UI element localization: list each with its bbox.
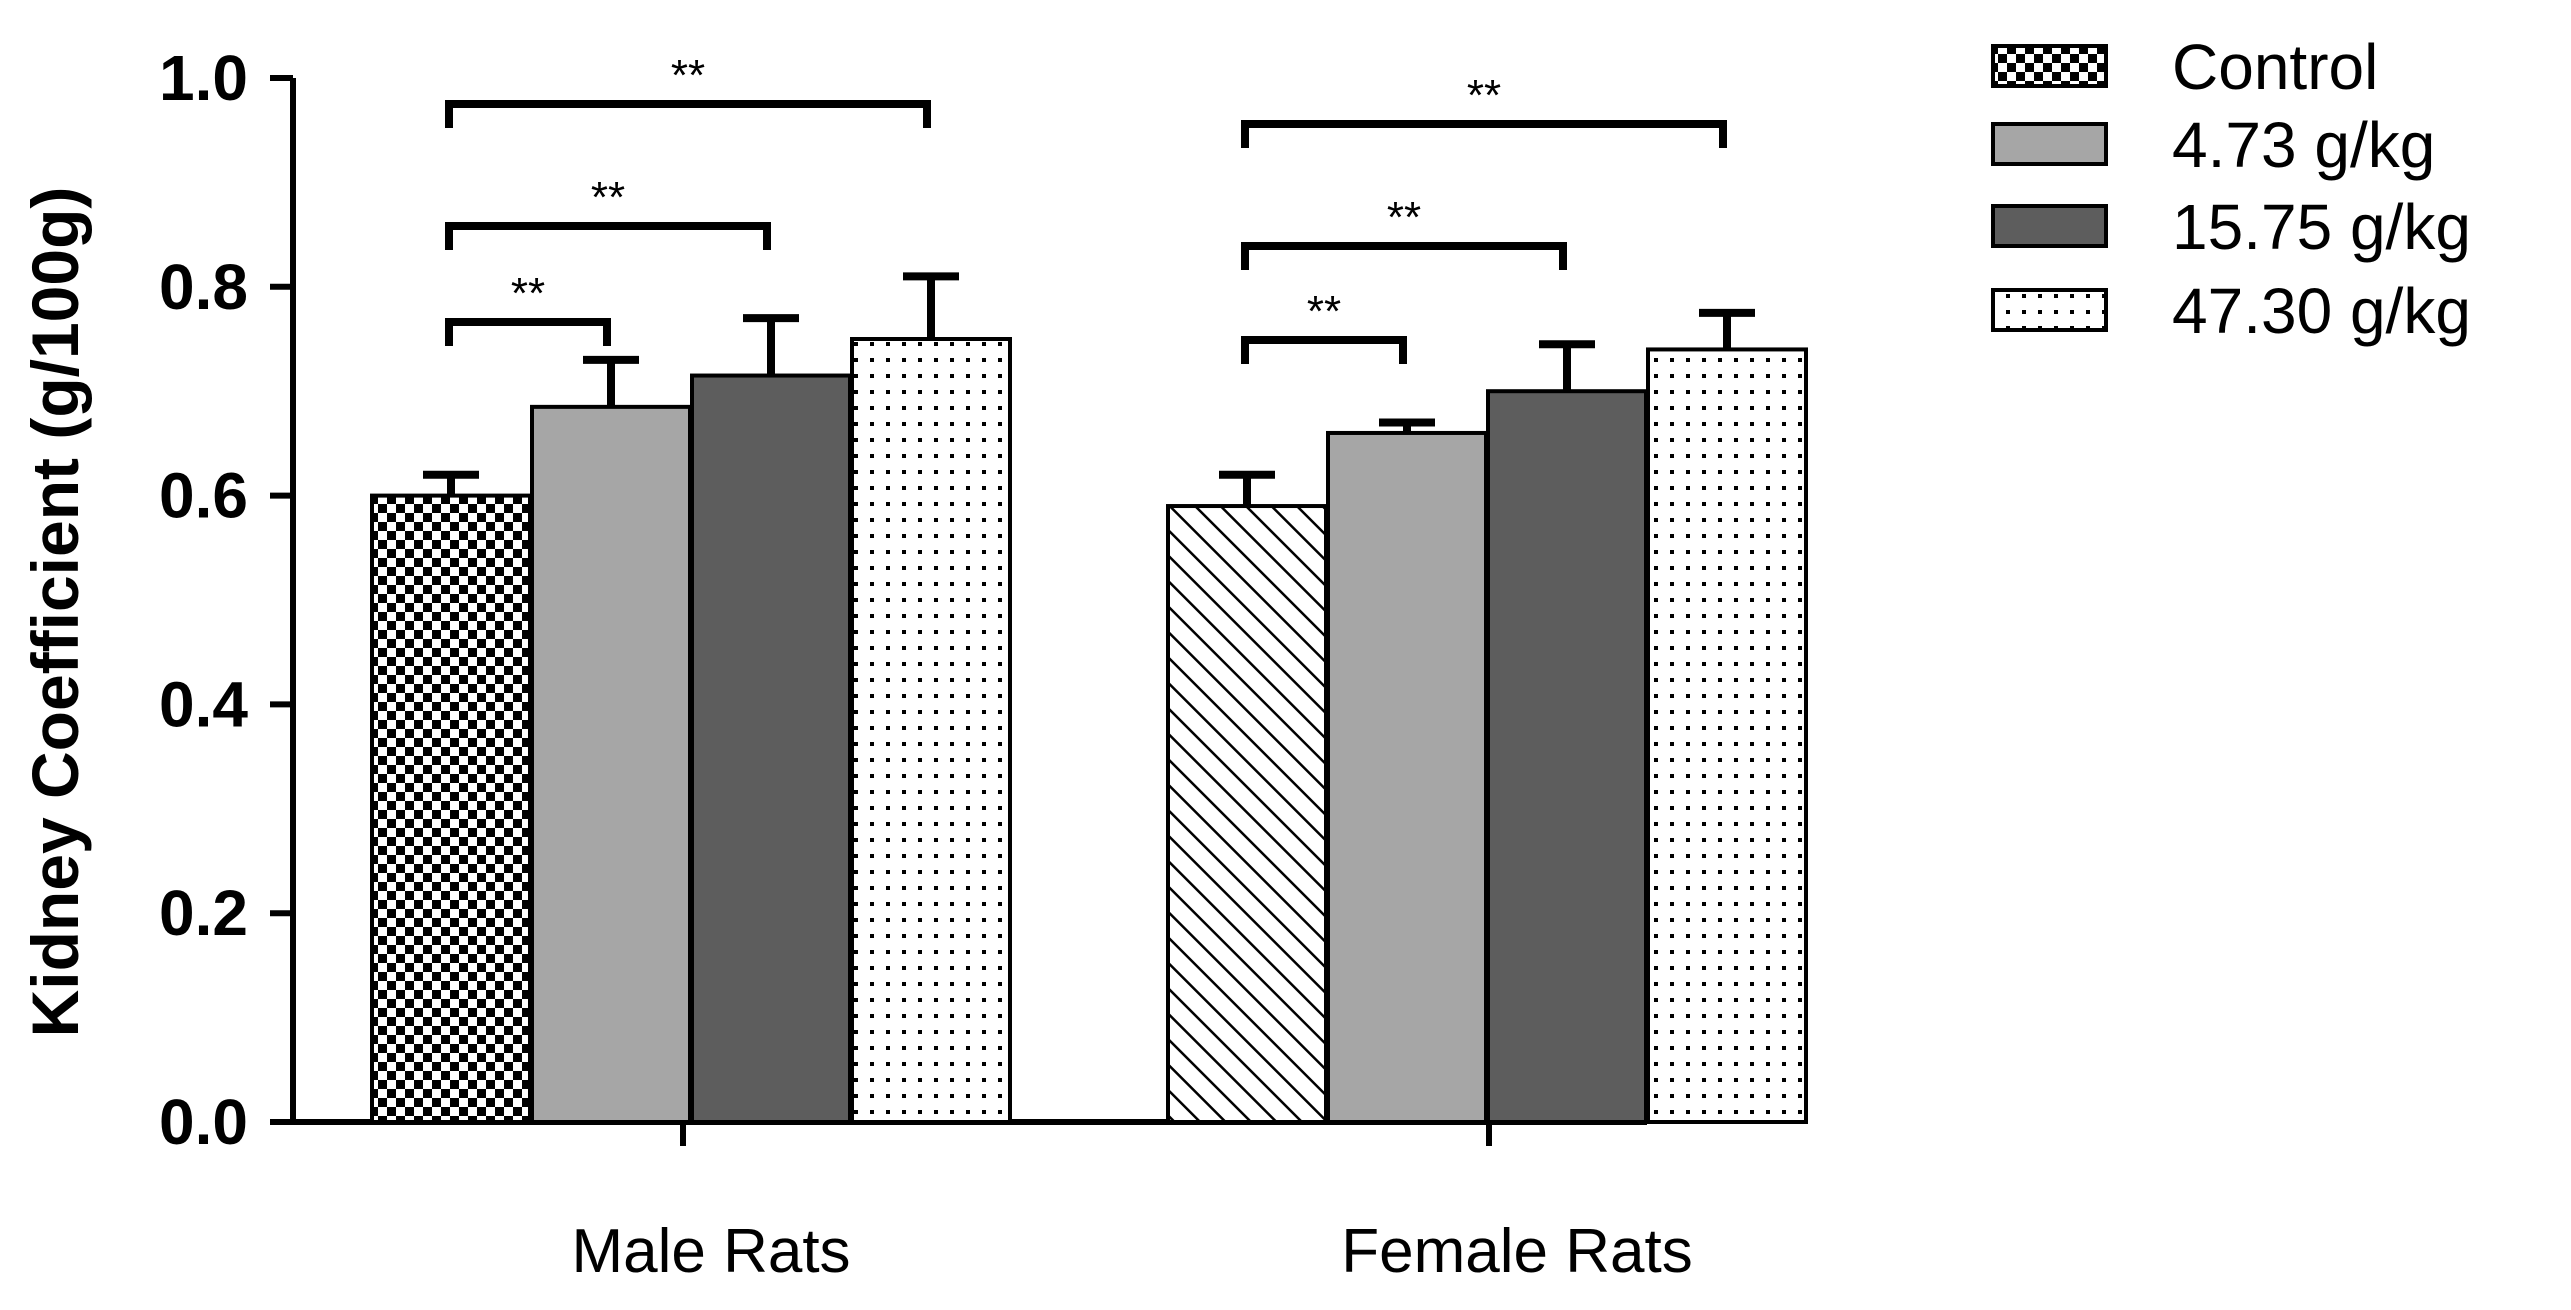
significance-bracket [1241, 242, 1567, 270]
y-ticks: 0.0 0.2 0.4 0.6 0.8 1.0 [159, 42, 293, 1158]
y-tick-label: 0.6 [159, 460, 248, 532]
y-axis-title: Kidney Coefficient (g/100g) [18, 187, 92, 1038]
legend-label: 4.73 g/kg [2172, 109, 2435, 181]
x-category-label: Female Rats [1341, 1217, 1692, 1286]
y-tick-label: 0.4 [159, 668, 248, 740]
bar [850, 337, 1012, 1124]
legend-swatch [1991, 44, 2108, 88]
bar [370, 493, 532, 1125]
x-categories: Male Rats Female Rats [571, 1122, 1693, 1286]
legend-label: Control [2172, 31, 2378, 103]
bar [1326, 430, 1488, 1124]
y-tick-label: 1.0 [159, 42, 248, 114]
significance-bracket [445, 100, 931, 128]
bar [1486, 389, 1648, 1124]
significance-label: ** [591, 173, 625, 222]
bar [1166, 504, 1328, 1125]
significance-bracket [445, 222, 771, 250]
significance-label: ** [511, 269, 545, 318]
legend-swatch [1991, 288, 2108, 332]
bar [1646, 347, 1808, 1124]
bar [690, 373, 852, 1125]
bar [530, 404, 692, 1124]
y-tick-label: 0.2 [159, 877, 248, 949]
legend-label: 15.75 g/kg [2172, 191, 2471, 263]
error-bars [423, 272, 1755, 507]
y-tick-label: 0.0 [159, 1086, 248, 1158]
significance-bracket [1241, 336, 1407, 364]
significance-bracket [1241, 120, 1727, 148]
significance-label: ** [1307, 287, 1341, 336]
significance-label: ** [1387, 193, 1421, 242]
legend-swatch [1991, 122, 2108, 166]
significance-label: ** [671, 51, 705, 100]
y-tick-label: 0.8 [159, 251, 248, 323]
legend-label: 47.30 g/kg [2172, 275, 2471, 347]
bars [370, 337, 1808, 1125]
significance-brackets: ** ** ** ** ** ** [445, 51, 1727, 364]
significance-label: ** [1467, 71, 1501, 120]
significance-bracket [445, 318, 611, 346]
x-category-label: Male Rats [571, 1217, 850, 1286]
legend-swatch [1991, 204, 2108, 248]
